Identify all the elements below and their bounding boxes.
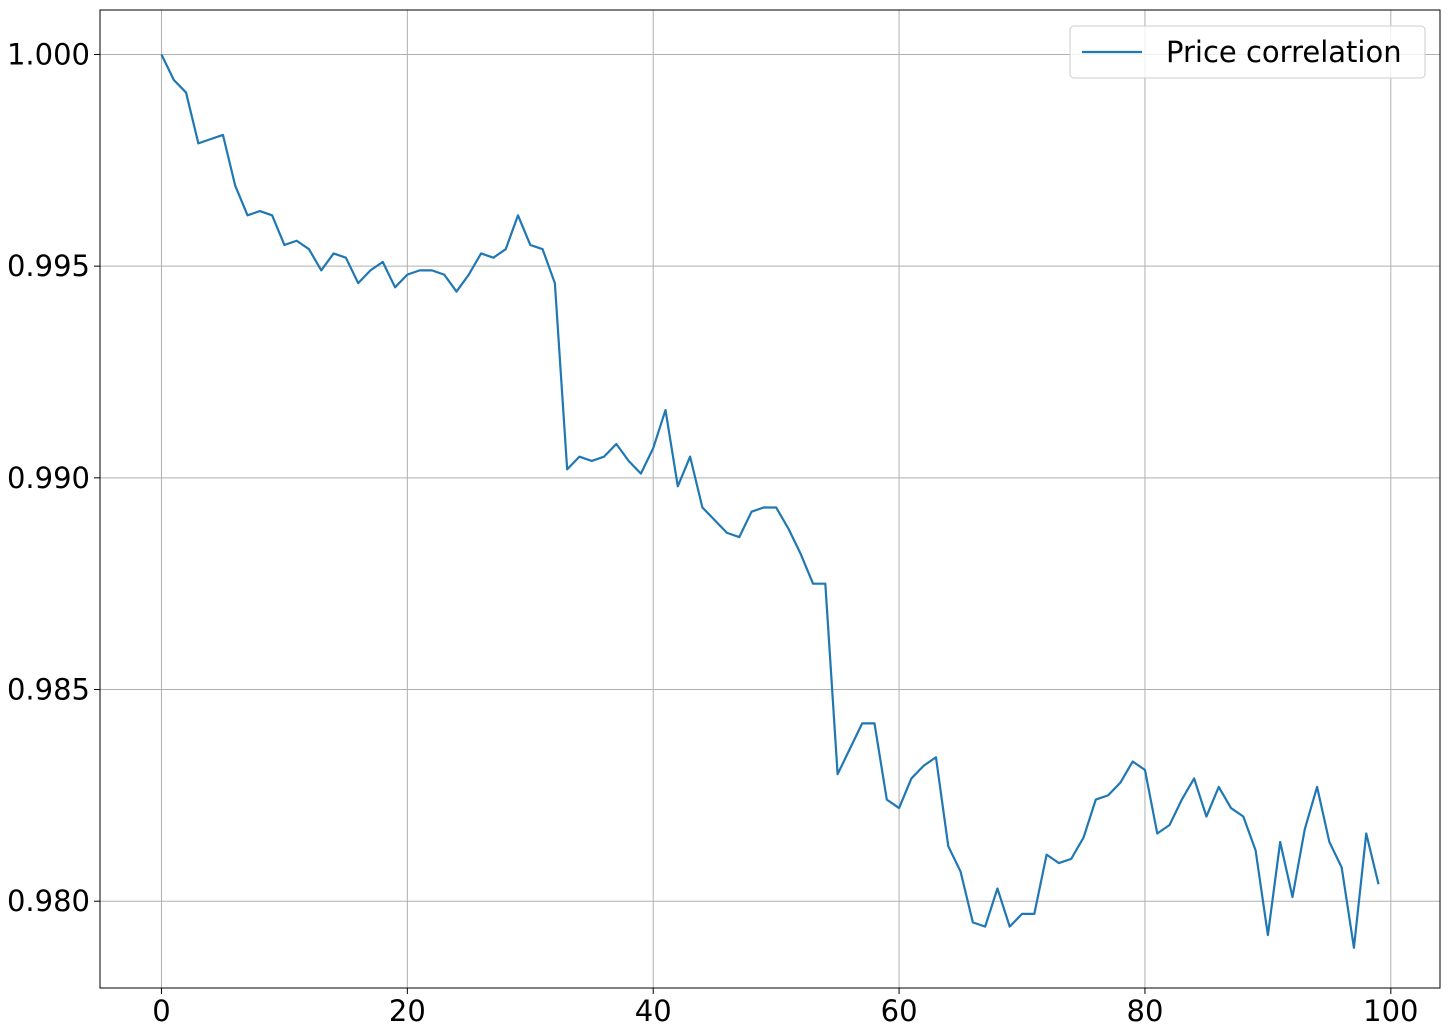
legend-box <box>1069 25 1426 79</box>
x-tick-label: 40 <box>635 994 672 1028</box>
x-tick-label: 80 <box>1127 994 1164 1028</box>
y-tick-label: 1.000 <box>7 37 90 71</box>
x-tick-label: 60 <box>881 994 918 1028</box>
series-line-0 <box>160 53 1380 949</box>
grid-lines <box>100 10 1440 988</box>
y-tick-label: 0.995 <box>7 249 90 283</box>
x-tick-label: 100 <box>1363 994 1418 1028</box>
x-tick-label: 0 <box>152 994 170 1028</box>
legend: Price correlation <box>1069 25 1426 79</box>
axis-ticks: 0 20 40 60 80 100 0.980 0.985 0.990 0.995 1.000 <box>7 37 1419 1028</box>
series-layer <box>160 53 1380 949</box>
y-tick-label: 0.980 <box>7 884 90 918</box>
y-tick-label: 0.990 <box>7 461 90 495</box>
plot-area-frame <box>99 9 1441 989</box>
x-tick-label: 20 <box>389 994 426 1028</box>
y-tick-label: 0.985 <box>7 673 90 707</box>
legend-label: Price correlation <box>1166 35 1402 69</box>
